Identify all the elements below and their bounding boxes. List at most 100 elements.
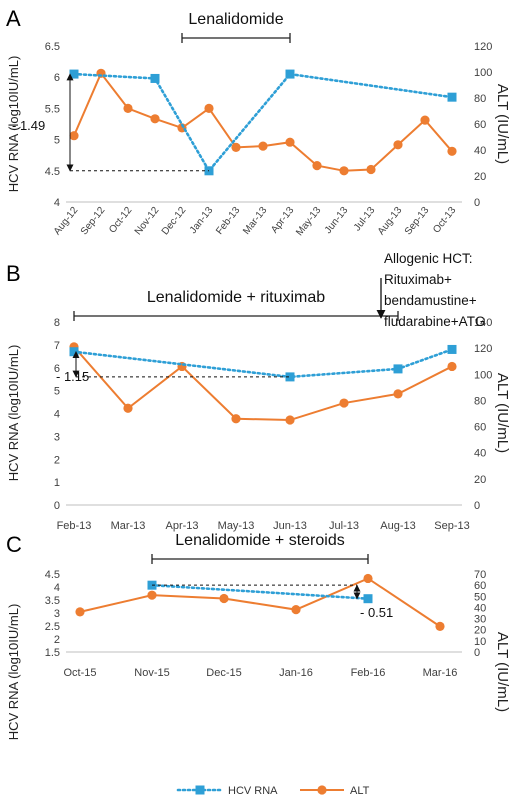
y-left-tick-label: 6 [54, 72, 60, 84]
y-left-tick-label: 2.5 [45, 621, 60, 633]
y-right-tick-label: 20 [474, 474, 486, 486]
x-tick-label: Feb-13 [214, 205, 242, 237]
treatment-label: Lenalidomide + steroids [175, 532, 344, 549]
x-tick-label: Jun-13 [273, 520, 307, 532]
rna-point [447, 92, 457, 102]
panel-label: B [6, 261, 21, 286]
alt-point [366, 164, 376, 175]
legend-rna-label: HCV RNA [228, 785, 278, 797]
y-right-tick-label: 30 [474, 614, 486, 626]
y-right-tick-label: 0 [474, 500, 480, 512]
alt-point [363, 573, 373, 584]
legend-alt-marker [317, 785, 327, 795]
y-right-tick-label: 120 [474, 41, 492, 53]
y-right-tick-label: 60 [474, 580, 486, 592]
y-left-tick-label: 5 [54, 386, 60, 398]
callout-line: fludarabine+ATG [384, 314, 485, 329]
y-right-tick-label: 60 [474, 422, 486, 434]
rna-point [363, 594, 373, 604]
x-tick-label: Feb-16 [351, 667, 386, 679]
y-left-tick-label: 5.5 [45, 103, 60, 115]
rna-line [72, 72, 454, 174]
alt-point [147, 590, 157, 600]
y-right-tick-label: 100 [474, 369, 492, 381]
y-right-tick-label: 120 [474, 343, 492, 355]
y-right-tick-label: 140 [474, 317, 492, 329]
annotation-label: - 1.49 [12, 118, 45, 133]
rna-line [72, 348, 454, 379]
legend: HCV RNA ALT [176, 785, 370, 797]
x-tick-label: Aug-13 [380, 520, 415, 532]
panel-label: A [6, 6, 21, 31]
y-left-tick-label: 3.5 [45, 595, 60, 607]
y-right-tick-label: 10 [474, 636, 486, 648]
y-right-tick-label: 0 [474, 197, 480, 209]
x-tick-label: May-13 [218, 520, 255, 532]
y-left-tick-label: 5 [54, 135, 60, 147]
alt-point [291, 605, 301, 615]
rna-point [69, 69, 79, 79]
x-tick-label: Oct-13 [431, 205, 458, 236]
y-right-tick-label: 40 [474, 602, 486, 614]
y-left-tick-label: 3 [54, 431, 60, 443]
y-left-tick-label: 3 [54, 608, 60, 620]
y-right-axis-label: ALT (IU/mL) [494, 84, 511, 164]
y-left-tick-label: 6 [54, 363, 60, 375]
rna-line [150, 583, 370, 601]
rna-point [393, 364, 403, 374]
y-right-tick-label: 100 [474, 67, 492, 79]
x-tick-label: Mar-13 [111, 520, 146, 532]
x-tick-label: Feb-13 [57, 520, 92, 532]
y-right-tick-label: 0 [474, 647, 480, 659]
y-left-tick-label: 2 [54, 634, 60, 646]
y-right-tick-label: 20 [474, 625, 486, 637]
alt-point [219, 593, 229, 604]
y-right-tick-label: 80 [474, 93, 486, 105]
alt-point [231, 142, 241, 152]
x-tick-label: May-13 [294, 205, 323, 238]
alt-point [435, 621, 445, 631]
y-left-tick-label: 2 [54, 454, 60, 466]
y-right-tick-label: 70 [474, 569, 486, 581]
x-tick-label: Jul-13 [329, 520, 359, 532]
treatment-label: Lenalidomide + rituximab [147, 289, 325, 306]
alt-point [420, 115, 430, 125]
y-left-tick-label: 4 [54, 197, 60, 209]
alt-line [79, 577, 441, 628]
rna-point [150, 73, 160, 83]
x-tick-label: Aug-12 [52, 205, 81, 238]
alt-point [204, 103, 214, 113]
y-right-axis-label: ALT (IU/mL) [494, 373, 511, 453]
x-tick-label: Apr-13 [269, 205, 296, 236]
x-tick-label: Nov-12 [133, 205, 162, 238]
y-left-axis-label: HCV RNA (log10IU/mL) [6, 345, 21, 482]
alt-point [231, 414, 241, 424]
alt-point [285, 137, 295, 147]
panel-a: A 4 4.5 5 5.5 6 6.5 0 20 40 60 80 100 120 Aug-12Sep-12… [6, 6, 511, 238]
y-right-axis-label: ALT (IU/mL) [494, 632, 511, 712]
alt-point [69, 131, 79, 141]
y-left-tick-label: 8 [54, 317, 60, 329]
y-right-tick-label: 40 [474, 448, 486, 460]
alt-point [339, 398, 349, 408]
alt-point [285, 415, 295, 425]
x-tick-label: Mar-16 [423, 667, 458, 679]
x-tick-label: Dec-12 [160, 205, 189, 238]
x-tick-label: Oct-15 [63, 667, 96, 679]
x-tick-label: Sep-12 [79, 205, 108, 238]
panel-label: C [6, 532, 22, 557]
x-tick-label: Oct-12 [107, 205, 134, 236]
rna-point [447, 344, 457, 354]
x-tick-label: Dec-15 [206, 667, 241, 679]
y-left-tick-label: 0 [54, 500, 60, 512]
alt-point [123, 403, 133, 413]
x-tick-label: Nov-15 [134, 667, 169, 679]
y-left-tick-label: 7 [54, 340, 60, 352]
alt-point [123, 103, 133, 113]
alt-point [339, 166, 349, 176]
callout-line: Rituximab+ [384, 272, 452, 287]
callout-line: bendamustine+ [384, 293, 477, 308]
y-left-axis-label: HCV RNA (log10IU/mL) [6, 56, 21, 193]
